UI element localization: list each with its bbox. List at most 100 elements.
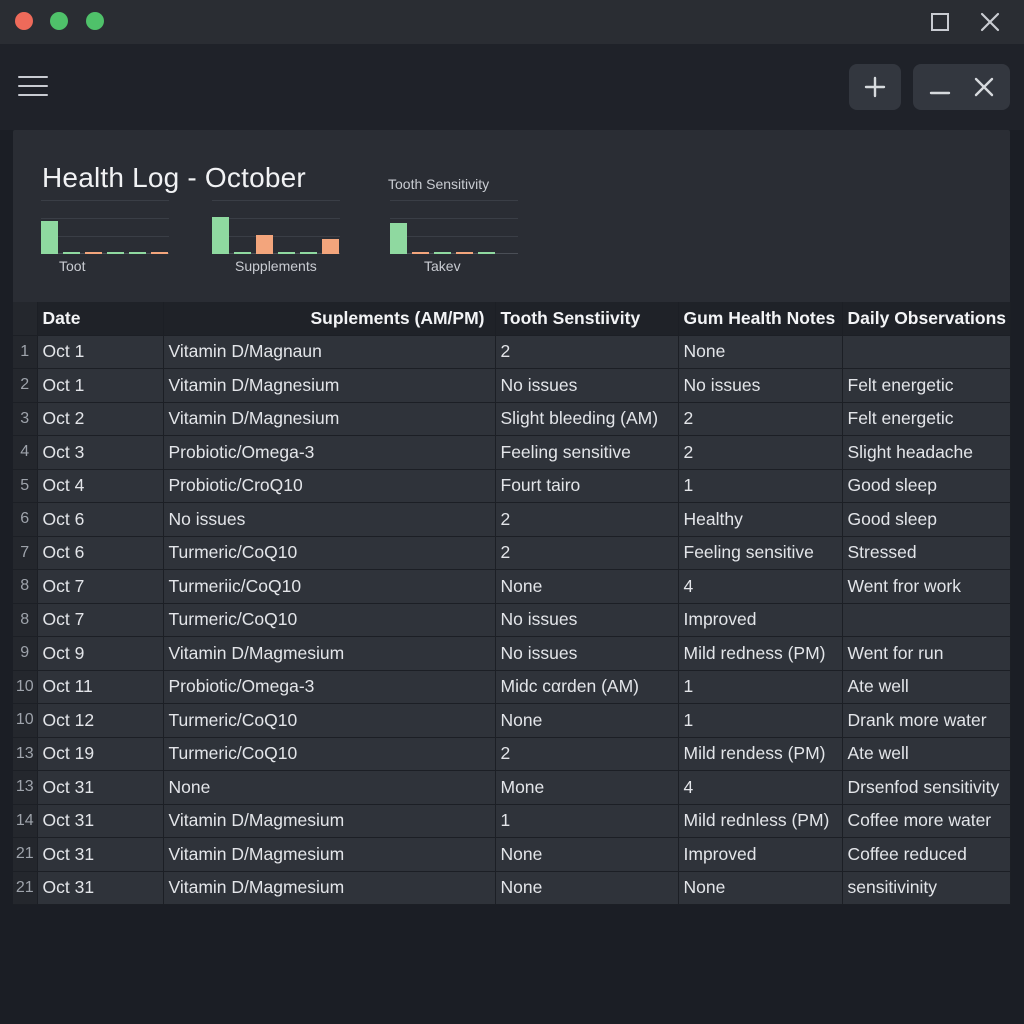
maximize-button[interactable]: [924, 6, 956, 38]
window-close-button[interactable]: [974, 6, 1006, 38]
column-header[interactable]: Date: [37, 302, 164, 336]
table-cell[interactable]: 4: [678, 770, 843, 805]
table-cell[interactable]: No issues: [678, 368, 843, 403]
table-cell[interactable]: Turmeric/CoQ10: [163, 536, 496, 570]
table-cell[interactable]: Oct 1: [37, 335, 164, 369]
table-cell[interactable]: Oct 31: [37, 770, 164, 805]
table-cell[interactable]: Midc cαrden (AM): [495, 670, 679, 704]
table-cell[interactable]: 1: [678, 703, 843, 738]
table-cell[interactable]: Vitamin D/Magmesium: [163, 871, 496, 905]
table-row[interactable]: 8 Oct 7 Turmeriic/CoQ10 None 4 Went fror work: [13, 569, 1011, 604]
add-entry-button[interactable]: [849, 64, 901, 110]
table-cell[interactable]: Turmeric/CoQ10: [163, 737, 496, 771]
table-cell[interactable]: Oct 4: [37, 469, 164, 503]
table-cell[interactable]: Went fror work: [842, 569, 1011, 604]
table-cell[interactable]: None: [678, 335, 843, 369]
table-cell[interactable]: Oct 12: [37, 703, 164, 738]
table-row[interactable]: 13 Oct 19 Turmeric/CoQ10 2 Mild rendess (PM)…: [13, 737, 1011, 771]
table-cell[interactable]: 4: [678, 569, 843, 604]
table-cell[interactable]: Oct 2: [37, 402, 164, 436]
table-cell[interactable]: 2: [678, 402, 843, 436]
table-cell[interactable]: Felt energetic: [842, 368, 1011, 403]
table-cell[interactable]: None: [495, 569, 679, 604]
table-cell[interactable]: Drsenfod sensitivity: [842, 770, 1011, 805]
table-row[interactable]: 2 Oct 1 Vitamin D/Magnesium No issues No iss…: [13, 368, 1011, 403]
table-row[interactable]: 14 Oct 31 Vitamin D/Magmesium 1 Mild rednles…: [13, 804, 1011, 838]
table-cell[interactable]: Oct 1: [37, 368, 164, 403]
table-cell[interactable]: Oct 31: [37, 837, 164, 872]
minimize-button[interactable]: [917, 64, 963, 110]
table-cell[interactable]: Oct 6: [37, 536, 164, 570]
table-row[interactable]: 6 Oct 6 No issues 2 Healthy Good sleep: [13, 502, 1011, 537]
table-cell[interactable]: Oct 31: [37, 871, 164, 905]
table-row[interactable]: 21 Oct 31 Vitamin D/Magmesium None None sensi…: [13, 871, 1011, 905]
table-cell[interactable]: Coffee reduced: [842, 837, 1011, 872]
table-cell[interactable]: Vitamin D/Magmesium: [163, 636, 496, 671]
table-cell[interactable]: 2: [495, 536, 679, 570]
table-cell[interactable]: 2: [495, 502, 679, 537]
zoom-window-dot[interactable]: [86, 12, 104, 30]
table-cell[interactable]: 2: [495, 737, 679, 771]
table-row[interactable]: 21 Oct 31 Vitamin D/Magmesium None Improved C…: [13, 837, 1011, 872]
table-cell[interactable]: Good sleep: [842, 502, 1011, 537]
table-cell[interactable]: Oct 7: [37, 569, 164, 604]
table-cell[interactable]: Mone: [495, 770, 679, 805]
close-window-dot[interactable]: [15, 12, 33, 30]
table-cell[interactable]: No issues: [495, 603, 679, 637]
table-cell[interactable]: Probiotic/CroQ10: [163, 469, 496, 503]
table-cell[interactable]: Ate well: [842, 670, 1011, 704]
table-cell[interactable]: 2: [678, 435, 843, 470]
hamburger-menu-button[interactable]: [18, 76, 48, 98]
table-cell[interactable]: Oct 31: [37, 804, 164, 838]
table-cell[interactable]: Slight headache: [842, 435, 1011, 470]
close-panel-button[interactable]: [961, 64, 1007, 110]
table-cell[interactable]: Fourt tairo: [495, 469, 679, 503]
table-row[interactable]: 1 Oct 1 Vitamin D/Magnaun 2 None: [13, 335, 1011, 369]
table-cell[interactable]: Ate well: [842, 737, 1011, 771]
column-header[interactable]: Tooth Senstiivity: [495, 302, 679, 336]
table-cell[interactable]: Turmeric/CoQ10: [163, 603, 496, 637]
table-cell[interactable]: Feeling sensitive: [678, 536, 843, 570]
table-cell[interactable]: Vitamin D/Magnaun: [163, 335, 496, 369]
table-cell[interactable]: None: [495, 871, 679, 905]
table-row[interactable]: 5 Oct 4 Probiotic/CroQ10 Fourt tairo 1 Good s…: [13, 469, 1011, 503]
table-row[interactable]: 3 Oct 2 Vitamin D/Magnesium Slight bleeding…: [13, 402, 1011, 436]
table-cell[interactable]: Vitamin D/Magmesium: [163, 837, 496, 872]
table-cell[interactable]: Went for run: [842, 636, 1011, 671]
table-cell[interactable]: Vitamin D/Magnesium: [163, 368, 496, 403]
table-cell[interactable]: Turmeric/CoQ10: [163, 703, 496, 738]
table-cell[interactable]: Probiotic/Omega-3: [163, 670, 496, 704]
table-cell[interactable]: None: [495, 837, 679, 872]
table-cell[interactable]: Oct 11: [37, 670, 164, 704]
table-cell[interactable]: Felt energetic: [842, 402, 1011, 436]
table-cell[interactable]: Coffee more water: [842, 804, 1011, 838]
table-cell[interactable]: Mild rendess (PM): [678, 737, 843, 771]
table-row[interactable]: 13 Oct 31 None Mone 4 Drsenfod sensitivity: [13, 770, 1011, 805]
table-cell[interactable]: Vitamin D/Magnesium: [163, 402, 496, 436]
column-header[interactable]: Gum Health Notes: [678, 302, 843, 336]
table-cell[interactable]: sensitivinity: [842, 871, 1011, 905]
table-cell[interactable]: [842, 335, 1011, 369]
table-cell[interactable]: Mild redness (PM): [678, 636, 843, 671]
table-cell[interactable]: No issues: [495, 368, 679, 403]
table-cell[interactable]: Feeling sensitive: [495, 435, 679, 470]
table-cell[interactable]: 1: [495, 804, 679, 838]
table-cell[interactable]: Drank more water: [842, 703, 1011, 738]
table-cell[interactable]: Mild rednless (PM): [678, 804, 843, 838]
table-cell[interactable]: Good sleep: [842, 469, 1011, 503]
table-cell[interactable]: Turmeriic/CoQ10: [163, 569, 496, 604]
table-cell[interactable]: 2: [495, 335, 679, 369]
table-row[interactable]: 7 Oct 6 Turmeric/CoQ10 2 Feeling sensitive St…: [13, 536, 1011, 570]
table-row[interactable]: 10 Oct 11 Probiotic/Omega-3 Midc cαrden (AM…: [13, 670, 1011, 704]
table-cell[interactable]: Oct 7: [37, 603, 164, 637]
column-header[interactable]: Daily Observations: [842, 302, 1011, 336]
table-row[interactable]: 8 Oct 7 Turmeric/CoQ10 No issues Improved: [13, 603, 1011, 637]
table-cell[interactable]: Oct 9: [37, 636, 164, 671]
table-cell[interactable]: Stressed: [842, 536, 1011, 570]
table-cell[interactable]: Oct 19: [37, 737, 164, 771]
table-row[interactable]: 4 Oct 3 Probiotic/Omega-3 Feeling sensitive…: [13, 435, 1011, 470]
table-cell[interactable]: None: [163, 770, 496, 805]
minimize-window-dot[interactable]: [50, 12, 68, 30]
table-cell[interactable]: None: [678, 871, 843, 905]
table-cell[interactable]: Healthy: [678, 502, 843, 537]
